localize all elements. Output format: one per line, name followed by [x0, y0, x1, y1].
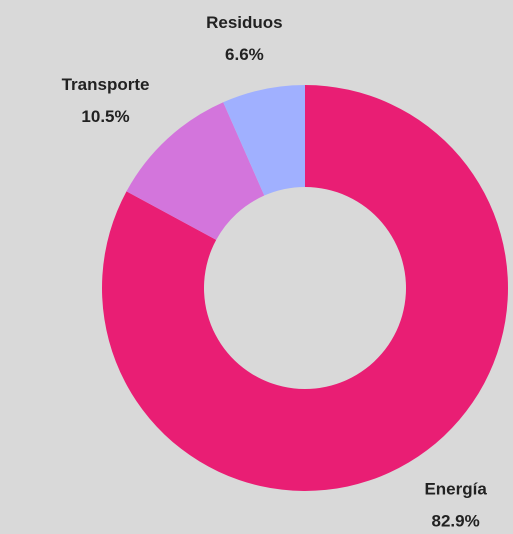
slice-label: Transporte: [62, 75, 150, 94]
slice-value-label: 10.5%: [81, 107, 129, 126]
donut-slice: [126, 102, 265, 240]
slice-value-label: 82.9%: [432, 511, 480, 530]
donut-slice: [223, 85, 305, 196]
slice-value-label: 6.6%: [225, 45, 264, 64]
slice-label: Residuos: [206, 13, 283, 32]
slice-label: Energía: [424, 479, 487, 498]
donut-slice: [101, 85, 509, 491]
